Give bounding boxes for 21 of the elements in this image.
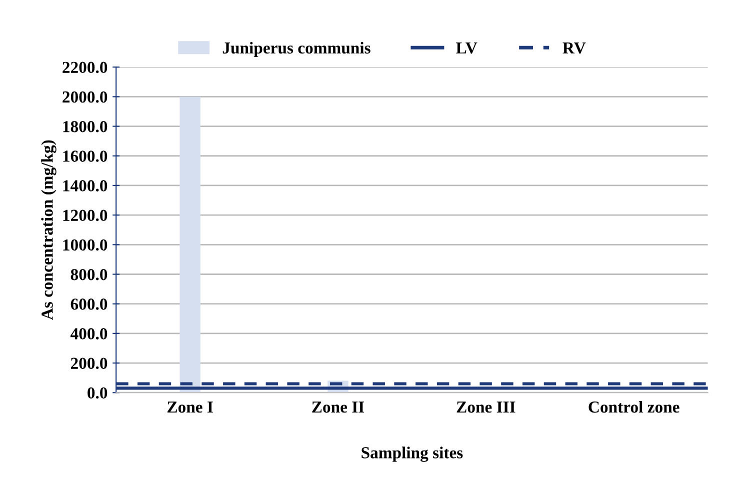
y-tick-label: 600.0 <box>70 298 108 310</box>
y-tick-label: 1600.0 <box>63 150 108 162</box>
y-tick-label: 1200.0 <box>63 210 108 222</box>
x-tick-label: Zone II <box>312 402 364 413</box>
x-tick-label: Zone I <box>167 402 213 413</box>
y-tick-label: 1000.0 <box>63 239 108 251</box>
y-tick-label: 0.0 <box>88 387 108 399</box>
legend-label: Juniperus communis <box>222 42 370 57</box>
legend-label: LV <box>456 42 478 54</box>
x-tick-label: Control zone <box>588 400 680 413</box>
y-tick-label: 1400.0 <box>63 180 108 192</box>
y-tick-label: 2000.0 <box>62 91 108 103</box>
x-axis-title: Sampling sites <box>362 446 463 462</box>
y-tick-label: 2200.0 <box>62 62 108 74</box>
y-tick-label: 400.0 <box>70 328 108 340</box>
y-tick-label: 1800.0 <box>63 120 108 132</box>
y-tick-label: 200.0 <box>70 358 108 370</box>
legend-label: RV <box>562 42 586 54</box>
y-axis-title: As concentration (mg/kg) <box>41 140 56 320</box>
y-tick-label: 800.0 <box>70 268 108 280</box>
x-tick-label: Zone III <box>456 402 516 413</box>
